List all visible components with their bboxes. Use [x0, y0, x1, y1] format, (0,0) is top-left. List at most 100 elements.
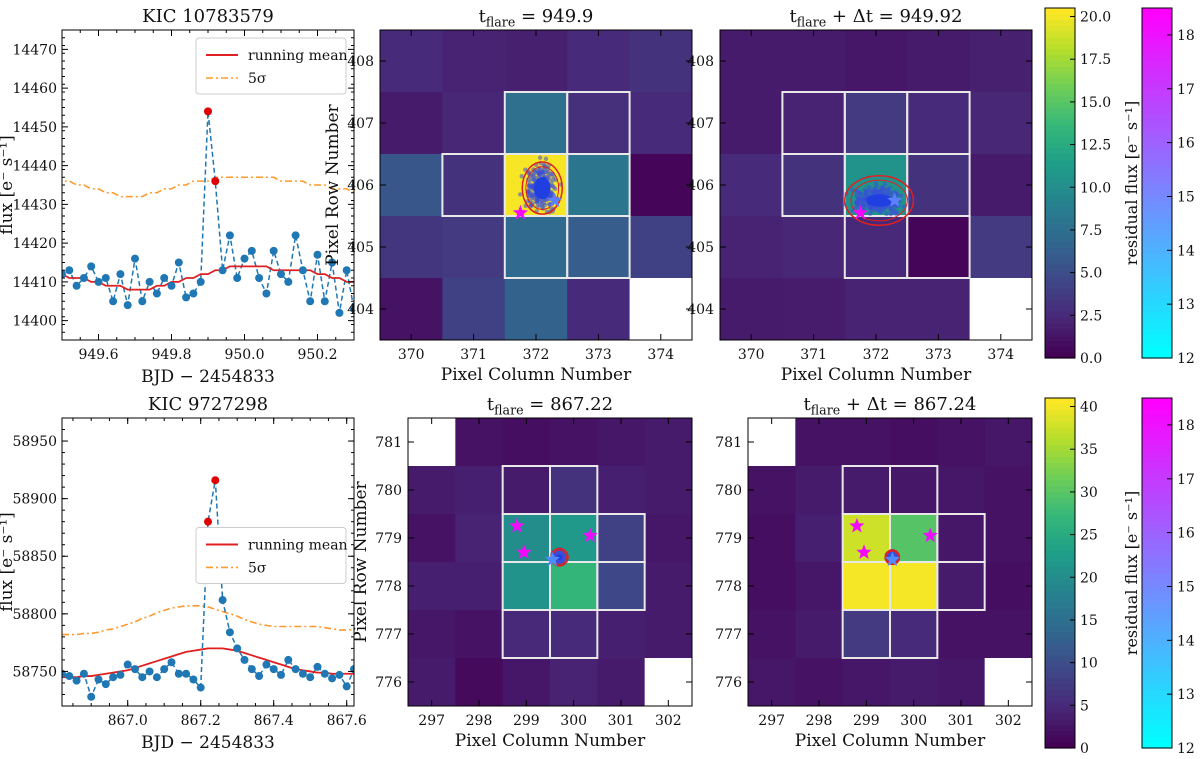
pixel-cell [984, 562, 1033, 611]
x-tick-label: 374 [647, 347, 674, 363]
pixel-cell [567, 154, 631, 217]
gmag-segment [1142, 328, 1172, 336]
pixel-cell [597, 514, 646, 563]
pixel-cell [890, 466, 938, 515]
flux-point [123, 301, 132, 310]
y-tick-label: 405 [347, 240, 374, 256]
y-tick-label: 405 [687, 240, 714, 256]
gmag-segment [1142, 241, 1172, 248]
gmag-segment [1142, 253, 1172, 260]
legend-box [195, 526, 347, 584]
y-tick-label: 407 [347, 116, 374, 132]
y-tick-label: 780 [375, 483, 402, 499]
gmag-segment [1142, 142, 1172, 149]
centroid-sample [537, 155, 543, 160]
star-marker [512, 204, 528, 220]
colorbar-segment [1045, 293, 1075, 301]
centroid-sample [859, 193, 865, 198]
y-tick-label: 404 [347, 302, 374, 318]
flux-point [291, 665, 300, 674]
gmag-segment [1142, 503, 1172, 510]
x-tick-label: 297 [418, 713, 445, 729]
colorbar-segment [1045, 468, 1075, 475]
colorbar-frame [1044, 7, 1076, 359]
colorbar-segment [1045, 159, 1075, 167]
flux-point [313, 662, 322, 671]
colorbar-segment [1045, 235, 1075, 242]
legend-running-mean-label: running mean [248, 48, 348, 64]
x-tick-label: 371 [800, 347, 827, 363]
y-tick-label: 58950 [12, 434, 57, 450]
lightcurve-panel: 867.0 867.2 867.4 867.6 58750 58800 58850 58900… [0, 394, 367, 753]
centroid-sample [898, 193, 904, 198]
colorbar-segment [1045, 229, 1075, 237]
aperture-pixel [596, 561, 646, 611]
gmag-segment [1142, 305, 1172, 312]
pixel-cell [795, 610, 844, 659]
y-tick-label: 406 [347, 178, 374, 194]
pixel-cell [455, 658, 504, 707]
x-tick-label: 867.6 [327, 713, 367, 729]
colorbar-segment [1045, 543, 1075, 551]
pixel-cell [597, 658, 646, 707]
colorbar-segment [1045, 177, 1075, 184]
panel-title: tflare​ + Δt = 867.24 [804, 394, 977, 418]
colorbar-segment [1045, 596, 1075, 603]
colorbar-segment [1045, 654, 1075, 662]
colorbar-segment [1045, 8, 1075, 15]
gmag-segment [1142, 19, 1172, 27]
colorbar-segment [1045, 427, 1075, 434]
colorbar-segment [1045, 118, 1075, 126]
centroid-sample [519, 173, 524, 179]
gmag-segment [1142, 194, 1172, 202]
gmag-segment [1142, 293, 1172, 301]
flux-point [101, 680, 110, 689]
colorbar-segment [1045, 713, 1075, 720]
aperture-pixel [889, 609, 939, 659]
colorbar-segment [1045, 660, 1075, 667]
flux-point [116, 670, 125, 679]
flux-point [138, 673, 147, 682]
colorbar-tick-label: 5.0 [1080, 266, 1102, 282]
x-axis-label: Pixel Column Number [781, 365, 972, 385]
x-tick-label: 298 [806, 713, 833, 729]
centroid-ellipse-inner [525, 166, 560, 210]
flux-point [233, 644, 242, 653]
pixel-cell [844, 92, 908, 155]
colorbar-segment [1045, 678, 1075, 685]
flux-point [72, 676, 81, 685]
colorbar-segment [1045, 433, 1075, 440]
pixel-cell [842, 466, 891, 515]
pixel-cell [550, 418, 598, 467]
flux-point [284, 655, 293, 664]
colorbar-segment [1045, 683, 1075, 691]
flux-point [182, 293, 191, 302]
pixel-cell [502, 658, 551, 707]
pixel-cell [842, 562, 891, 611]
colorbar-segment [1045, 701, 1075, 708]
gmag-segment [1142, 340, 1172, 347]
pixel-cell [455, 418, 504, 467]
colorbar-segment [1045, 707, 1075, 714]
gmag-segment [1142, 526, 1172, 533]
colorbar-segment [1045, 555, 1075, 562]
gmag-frame [1141, 397, 1173, 749]
pixel-cell [795, 418, 844, 467]
y-tick-label: 781 [375, 435, 402, 451]
flux-point [342, 682, 351, 691]
gmag-segment [1142, 584, 1172, 592]
centroid-sample [886, 189, 892, 194]
gmag-segment [1142, 724, 1172, 732]
colorbar-segment [1045, 631, 1075, 638]
colorbar-tick-label: 2.5 [1080, 308, 1102, 324]
pixel-cell [442, 154, 506, 217]
centroid-ellipse [844, 174, 915, 227]
gmag-segment [1142, 736, 1172, 743]
flux-point [218, 266, 227, 275]
x-tick-label: 950.0 [224, 347, 264, 363]
pixel-cell [629, 216, 693, 279]
gmag-segment [1142, 462, 1172, 469]
gmag-segment [1142, 409, 1172, 417]
pixel-cell [937, 562, 986, 611]
pixel-cell [782, 92, 846, 155]
